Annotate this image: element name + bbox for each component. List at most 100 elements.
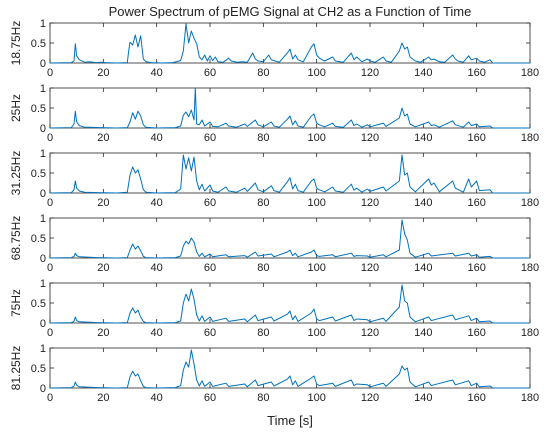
x-tick-label: 20 xyxy=(97,392,109,404)
series-line xyxy=(49,284,530,324)
panel-2: 0 0.5 1 0 20 40 60 80 100 120 140 160 180 25Hz xyxy=(9,83,539,144)
y-tick-label: 1 xyxy=(40,343,46,355)
panel-frame xyxy=(49,282,531,324)
x-tick-label: 80 xyxy=(257,132,269,144)
x-tick-label: 180 xyxy=(521,262,539,274)
series-line xyxy=(49,349,530,389)
x-tick-label: 20 xyxy=(97,197,109,209)
x-tick-label: 0 xyxy=(47,132,53,144)
x-tick-label: 20 xyxy=(97,262,109,274)
x-tick-label: 180 xyxy=(521,132,539,144)
x-tick-label: 80 xyxy=(257,392,269,404)
x-tick-label: 140 xyxy=(414,197,432,209)
y-tick-label: 1 xyxy=(40,83,46,95)
x-tick-label: 40 xyxy=(151,327,163,339)
y-tick-label: 0.5 xyxy=(31,168,46,180)
x-tick-label: 140 xyxy=(414,67,432,79)
panel-frame xyxy=(49,87,531,129)
x-tick-label: 20 xyxy=(97,327,109,339)
y-tick-label: 0.5 xyxy=(31,233,46,245)
x-tick-label: 160 xyxy=(467,262,485,274)
x-tick-label: 120 xyxy=(361,197,379,209)
x-tick-label: 20 xyxy=(97,132,109,144)
y-tick-label: 0.5 xyxy=(31,298,46,310)
y-tick-label: 0 xyxy=(40,383,46,395)
x-tick-label: 40 xyxy=(151,262,163,274)
y-tick-label: 1 xyxy=(40,213,46,225)
y-axis-label: 81.25Hz xyxy=(9,346,23,391)
panel-1: 0 0.5 1 0 20 40 60 80 100 120 140 160 180 18.75Hz xyxy=(9,18,539,79)
x-tick-label: 140 xyxy=(414,327,432,339)
panel-frame xyxy=(49,152,531,194)
y-axis-label: 68.75Hz xyxy=(9,216,23,261)
y-tick-label: 1 xyxy=(40,278,46,290)
y-tick-label: 0.5 xyxy=(31,363,46,375)
x-tick-label: 60 xyxy=(204,262,216,274)
y-tick-label: 1 xyxy=(40,148,46,160)
y-tick-label: 0 xyxy=(40,188,46,200)
x-tick-label: 160 xyxy=(467,327,485,339)
x-tick-label: 20 xyxy=(97,67,109,79)
x-tick-label: 160 xyxy=(467,132,485,144)
x-tick-label: 100 xyxy=(307,262,325,274)
x-tick-label: 60 xyxy=(204,132,216,144)
x-tick-label: 0 xyxy=(47,392,53,404)
x-tick-label: 120 xyxy=(361,392,379,404)
y-tick-label: 0.5 xyxy=(31,103,46,115)
x-tick-label: 80 xyxy=(257,197,269,209)
x-tick-label: 120 xyxy=(361,262,379,274)
x-tick-label: 180 xyxy=(521,327,539,339)
series-line xyxy=(49,154,530,194)
panel-6: 0 0.5 1 0 20 40 60 80 100 120 140 160 180 81.25Hz xyxy=(9,343,539,404)
x-tick-label: 80 xyxy=(257,327,269,339)
x-tick-label: 40 xyxy=(151,392,163,404)
x-tick-label: 60 xyxy=(204,197,216,209)
x-tick-label: 120 xyxy=(361,132,379,144)
x-tick-label: 0 xyxy=(47,327,53,339)
x-axis-label: Time [s] xyxy=(267,413,313,428)
x-tick-label: 40 xyxy=(151,197,163,209)
x-tick-label: 60 xyxy=(204,67,216,79)
y-tick-label: 0 xyxy=(40,318,46,330)
series-line xyxy=(49,87,530,129)
x-tick-label: 100 xyxy=(307,327,325,339)
x-tick-label: 160 xyxy=(467,67,485,79)
panel-5: 0 0.5 1 0 20 40 60 80 100 120 140 160 180 75Hz xyxy=(9,278,539,339)
y-axis-label: 25Hz xyxy=(9,94,23,122)
panel-frame xyxy=(49,347,531,389)
chart-title: Power Spectrum of pEMG Signal at CH2 as … xyxy=(109,4,472,19)
y-tick-label: 0.5 xyxy=(31,38,46,50)
y-tick-label: 0 xyxy=(40,123,46,135)
x-tick-label: 100 xyxy=(307,392,325,404)
x-tick-label: 160 xyxy=(467,197,485,209)
x-tick-label: 140 xyxy=(414,262,432,274)
x-tick-label: 80 xyxy=(257,262,269,274)
x-tick-label: 40 xyxy=(151,132,163,144)
x-tick-label: 40 xyxy=(151,67,163,79)
x-tick-label: 0 xyxy=(47,262,53,274)
x-tick-label: 60 xyxy=(204,392,216,404)
x-tick-label: 100 xyxy=(307,197,325,209)
x-tick-label: 100 xyxy=(307,67,325,79)
y-tick-label: 1 xyxy=(40,18,46,30)
x-tick-label: 180 xyxy=(521,67,539,79)
panel-4: 0 0.5 1 0 20 40 60 80 100 120 140 160 180 68.75Hz xyxy=(9,213,539,274)
panel-3: 0 0.5 1 0 20 40 60 80 100 120 140 160 180 31.25Hz xyxy=(9,148,539,209)
x-tick-label: 120 xyxy=(361,327,379,339)
x-tick-label: 180 xyxy=(521,392,539,404)
y-tick-label: 0 xyxy=(40,58,46,70)
x-tick-label: 60 xyxy=(204,327,216,339)
x-tick-label: 160 xyxy=(467,392,485,404)
x-tick-label: 120 xyxy=(361,67,379,79)
x-tick-label: 140 xyxy=(414,132,432,144)
y-axis-label: 18.75Hz xyxy=(9,21,23,66)
panel-frame xyxy=(49,217,531,259)
x-tick-label: 180 xyxy=(521,197,539,209)
panel-frame xyxy=(49,22,531,64)
x-tick-label: 0 xyxy=(47,67,53,79)
x-tick-label: 0 xyxy=(47,197,53,209)
series-line xyxy=(49,23,530,64)
y-axis-label: 31.25Hz xyxy=(9,151,23,196)
